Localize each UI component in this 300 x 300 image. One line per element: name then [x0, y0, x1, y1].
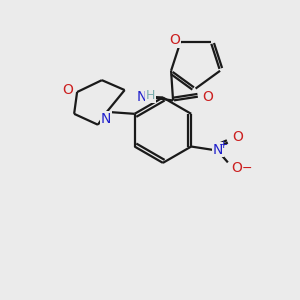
Text: O: O: [63, 83, 74, 97]
Text: −: −: [242, 162, 252, 175]
Text: O: O: [202, 89, 213, 103]
Text: O: O: [232, 130, 243, 144]
Text: H: H: [146, 89, 155, 102]
Text: N: N: [213, 142, 223, 157]
Text: N: N: [136, 89, 146, 103]
Text: O: O: [231, 161, 242, 175]
Text: N: N: [100, 112, 111, 126]
Text: O: O: [169, 33, 180, 47]
Text: +: +: [219, 140, 229, 150]
